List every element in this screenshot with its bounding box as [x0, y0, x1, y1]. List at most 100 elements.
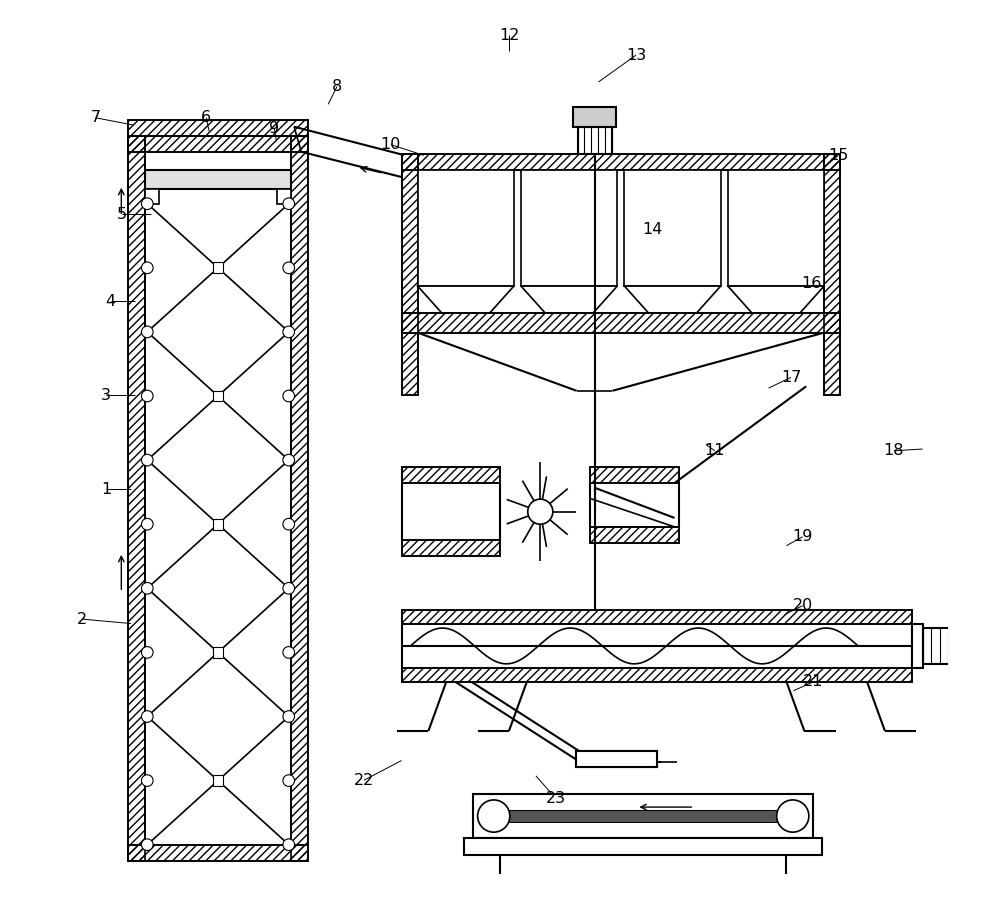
- Circle shape: [283, 710, 295, 722]
- Bar: [291, 136, 308, 861]
- Bar: [590, 527, 679, 543]
- Bar: [128, 136, 145, 861]
- Bar: [473, 794, 813, 839]
- Bar: [213, 647, 223, 657]
- Text: 5: 5: [117, 207, 127, 222]
- Text: 3: 3: [101, 388, 111, 403]
- Bar: [291, 136, 308, 861]
- Circle shape: [141, 583, 153, 594]
- Bar: [624, 170, 721, 286]
- Text: 7: 7: [90, 110, 100, 125]
- Circle shape: [141, 391, 153, 401]
- Bar: [496, 810, 791, 823]
- Bar: [923, 628, 957, 664]
- Circle shape: [141, 839, 153, 850]
- Bar: [213, 519, 223, 530]
- Text: 6: 6: [201, 110, 211, 125]
- Bar: [912, 623, 923, 668]
- Bar: [590, 527, 679, 543]
- Circle shape: [141, 454, 153, 466]
- Bar: [128, 119, 308, 136]
- Bar: [402, 541, 500, 557]
- Circle shape: [283, 647, 295, 658]
- Circle shape: [283, 518, 295, 530]
- Text: 15: 15: [828, 148, 849, 163]
- Bar: [145, 170, 291, 189]
- Bar: [213, 775, 223, 786]
- Bar: [590, 467, 679, 483]
- Circle shape: [283, 326, 295, 338]
- Bar: [128, 136, 308, 152]
- Bar: [576, 751, 657, 767]
- Bar: [128, 119, 308, 136]
- Bar: [402, 154, 418, 395]
- Bar: [957, 637, 973, 655]
- Text: 11: 11: [705, 444, 725, 458]
- Bar: [402, 610, 912, 623]
- Bar: [213, 262, 223, 273]
- Circle shape: [141, 262, 153, 274]
- Text: 16: 16: [801, 276, 822, 291]
- Bar: [521, 170, 617, 286]
- Circle shape: [283, 839, 295, 850]
- Bar: [464, 839, 822, 855]
- Text: 17: 17: [781, 370, 801, 385]
- Text: 2: 2: [77, 612, 87, 627]
- Bar: [402, 668, 912, 682]
- Circle shape: [141, 518, 153, 530]
- Bar: [128, 845, 308, 861]
- Text: 22: 22: [354, 773, 374, 788]
- Circle shape: [141, 775, 153, 787]
- Bar: [402, 313, 840, 332]
- Circle shape: [141, 198, 153, 209]
- Bar: [576, 751, 657, 767]
- Text: 8: 8: [332, 79, 342, 94]
- Circle shape: [141, 326, 153, 338]
- Circle shape: [141, 647, 153, 658]
- Circle shape: [283, 262, 295, 274]
- Bar: [402, 668, 912, 682]
- Circle shape: [141, 710, 153, 722]
- Circle shape: [478, 800, 510, 832]
- Text: 10: 10: [381, 137, 401, 152]
- Text: 18: 18: [884, 444, 904, 458]
- Bar: [402, 154, 840, 170]
- Circle shape: [283, 583, 295, 594]
- Bar: [277, 189, 291, 204]
- Bar: [402, 541, 500, 557]
- Bar: [128, 845, 308, 861]
- Text: 23: 23: [545, 790, 566, 806]
- Circle shape: [283, 391, 295, 401]
- Text: 21: 21: [803, 674, 824, 690]
- Text: 20: 20: [792, 598, 813, 613]
- Circle shape: [777, 800, 809, 832]
- Bar: [213, 391, 223, 401]
- Text: 19: 19: [792, 529, 813, 544]
- Bar: [402, 154, 840, 170]
- Polygon shape: [418, 286, 514, 313]
- Bar: [824, 154, 840, 395]
- Text: 13: 13: [626, 48, 646, 63]
- Polygon shape: [728, 286, 824, 313]
- Bar: [402, 154, 418, 395]
- Circle shape: [528, 499, 553, 524]
- Bar: [128, 136, 308, 152]
- Circle shape: [283, 775, 295, 787]
- Text: 14: 14: [642, 222, 662, 237]
- Bar: [128, 136, 145, 861]
- Bar: [573, 107, 616, 127]
- Circle shape: [283, 454, 295, 466]
- Polygon shape: [521, 286, 617, 313]
- Bar: [402, 313, 840, 332]
- Text: 4: 4: [106, 294, 116, 309]
- Bar: [402, 610, 912, 623]
- Bar: [402, 467, 500, 483]
- Polygon shape: [624, 286, 721, 313]
- Bar: [145, 189, 159, 204]
- Text: 9: 9: [269, 121, 279, 136]
- Circle shape: [283, 198, 295, 209]
- Bar: [402, 467, 500, 483]
- Bar: [578, 127, 612, 154]
- Bar: [418, 170, 514, 286]
- Text: 12: 12: [499, 28, 519, 43]
